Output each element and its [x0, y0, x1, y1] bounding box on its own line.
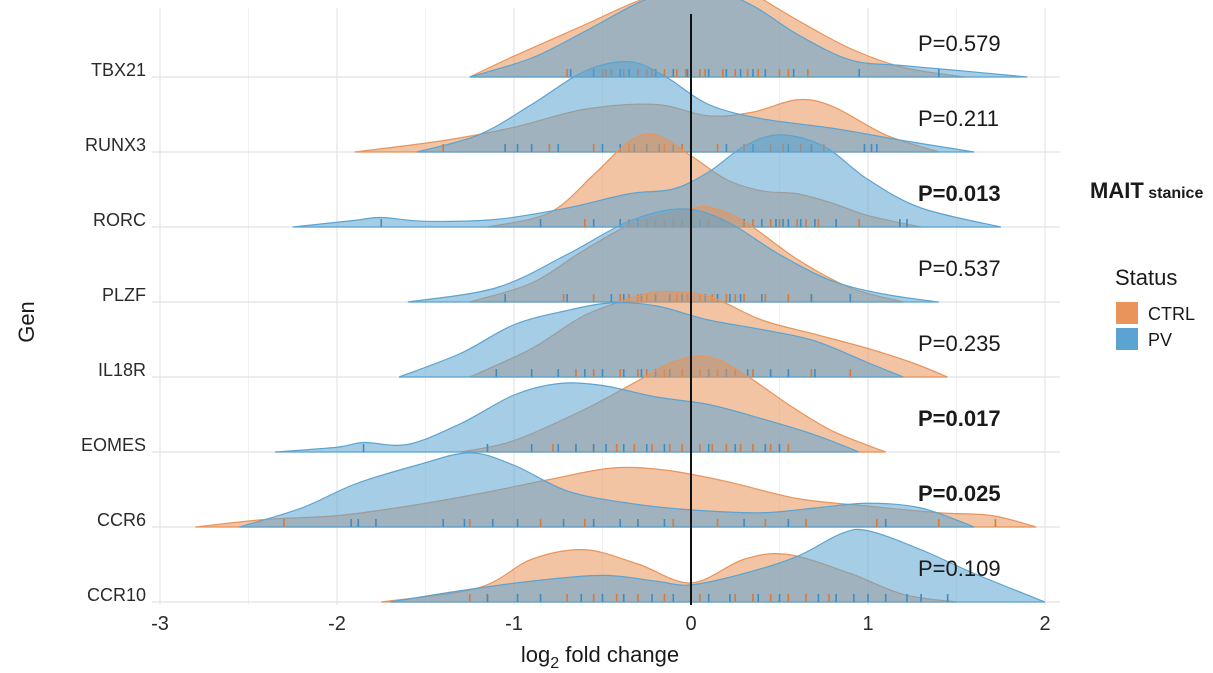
x-axis-title: log2 fold change [521, 642, 679, 672]
x-tick-label: -2 [328, 613, 346, 635]
ridge-ccr6 [195, 452, 1037, 528]
p-value-label: P=0.579 [918, 31, 1001, 56]
ridge-tbx21 [469, 0, 1028, 78]
p-value-label: P=0.017 [918, 406, 1001, 431]
density-pv [275, 382, 860, 453]
gene-label: TBX21 [91, 60, 146, 80]
density-pv [292, 134, 1001, 228]
p-value-label: P=0.211 [918, 106, 999, 131]
side-annotation: MAIT stanice [1090, 178, 1203, 203]
side-annotation-main: MAIT [1090, 178, 1144, 203]
ridge-rorc [292, 133, 1001, 228]
x-axis-title-sub: 2 [550, 655, 559, 672]
p-value-label: P=0.025 [918, 481, 1001, 506]
gene-label: RORC [93, 210, 146, 230]
legend-title: Status [1115, 265, 1177, 290]
x-axis-title-rest: fold change [559, 642, 679, 667]
x-axis-title-main: log [521, 642, 550, 667]
density-pv [390, 528, 1046, 603]
p-value-label: P=0.109 [918, 556, 1001, 581]
x-tick-label: 1 [862, 613, 873, 635]
p-value-label: P=0.537 [918, 256, 1001, 281]
y-axis-title: Gen [14, 301, 39, 343]
gene-label: IL18R [98, 360, 146, 380]
legend-label-ctrl: CTRL [1148, 304, 1195, 324]
density-pv [416, 61, 975, 153]
x-tick-label: 2 [1039, 613, 1050, 635]
gene-label: CCR10 [87, 585, 146, 605]
side-annotation-sub: stanice [1144, 185, 1204, 202]
ridge-plzf [407, 205, 939, 303]
legend-label-pv: PV [1148, 330, 1172, 350]
gene-label: EOMES [81, 435, 146, 455]
density-pv [398, 302, 904, 378]
p-value-label: P=0.013 [918, 181, 1001, 206]
x-tick-label: -1 [505, 613, 523, 635]
gene-label: RUNX3 [85, 135, 146, 155]
x-tick-label: -3 [151, 613, 169, 635]
x-tick-label: 0 [685, 613, 696, 635]
legend-swatch-pv [1116, 328, 1138, 350]
density-pv [407, 208, 939, 303]
density-pv [239, 452, 975, 528]
p-value-label: P=0.235 [918, 331, 1001, 356]
ridge-il18r [398, 290, 948, 378]
ridges [195, 0, 1046, 603]
legend-swatch-ctrl [1116, 302, 1138, 324]
density-pv [469, 0, 1028, 78]
gene-label: PLZF [102, 285, 146, 305]
labels: TBX21 P=0.579 RUNX3 P=0.211 RORC P=0.013 PLZF P… [81, 31, 1001, 605]
gene-label: CCR6 [97, 510, 146, 530]
